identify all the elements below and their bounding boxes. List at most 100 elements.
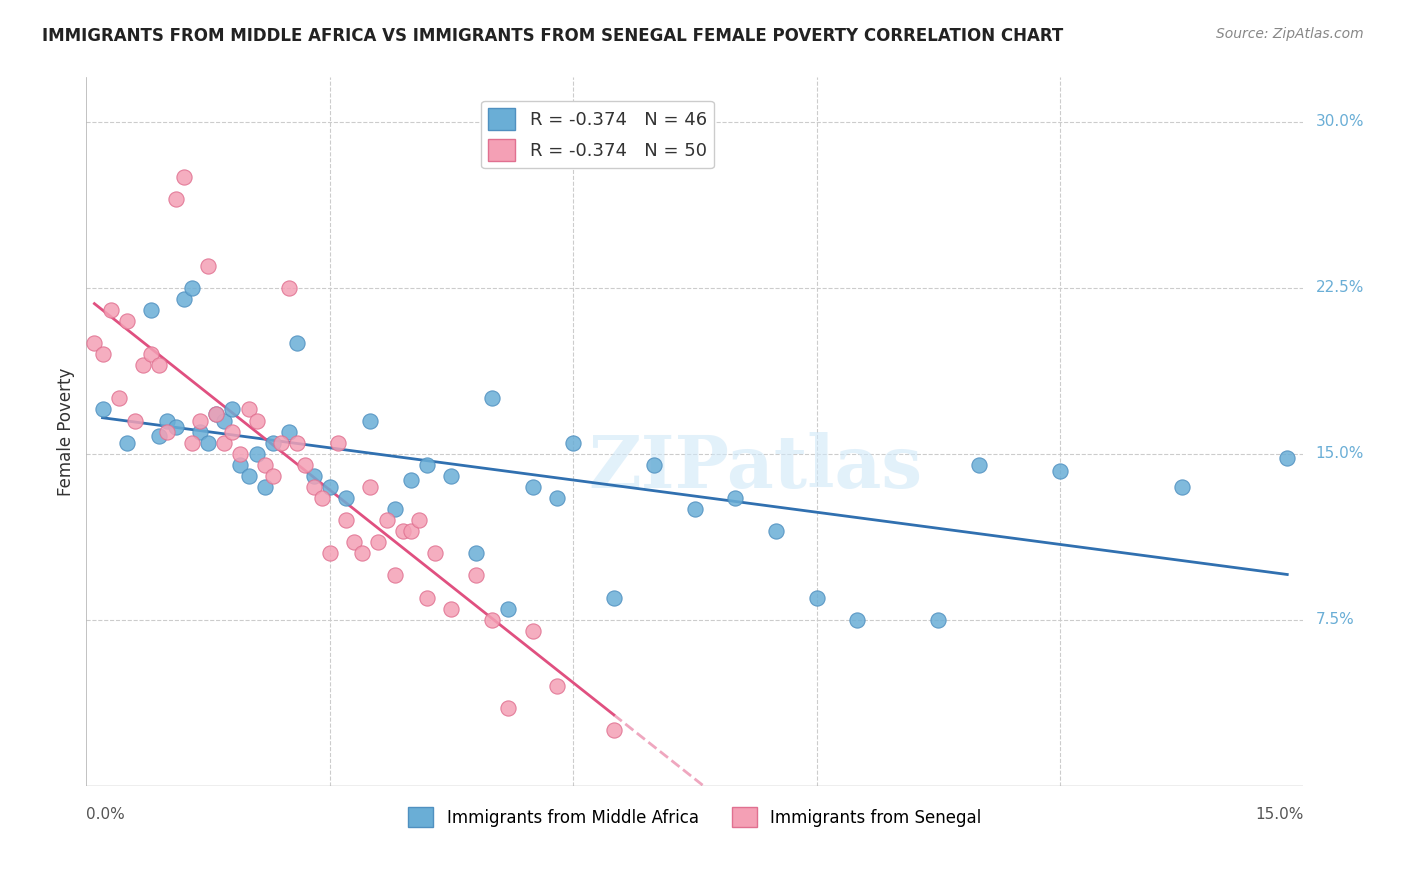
Text: 30.0%: 30.0% [1316, 114, 1364, 129]
Point [311, 491, 333, 505]
Point [173, 169, 195, 184]
Text: Source: ZipAtlas.com: Source: ZipAtlas.com [1216, 27, 1364, 41]
Y-axis label: Female Poverty: Female Poverty [58, 368, 75, 496]
Text: 22.5%: 22.5% [1316, 280, 1364, 295]
Point [197, 435, 219, 450]
Point [481, 392, 503, 406]
Point [496, 701, 519, 715]
Point [522, 480, 544, 494]
Point [188, 425, 211, 439]
Text: ZIPatlas: ZIPatlas [589, 432, 922, 502]
Point [229, 447, 252, 461]
Point [416, 458, 439, 472]
Point [91, 347, 114, 361]
Text: 7.5%: 7.5% [1316, 612, 1354, 627]
Point [367, 535, 389, 549]
Point [253, 458, 276, 472]
Point [115, 435, 138, 450]
Point [1277, 451, 1299, 466]
Point [205, 407, 228, 421]
Text: 15.0%: 15.0% [1256, 807, 1303, 822]
Point [180, 281, 202, 295]
Point [253, 480, 276, 494]
Point [359, 480, 381, 494]
Point [967, 458, 990, 472]
Point [603, 723, 626, 738]
Point [180, 435, 202, 450]
Point [100, 302, 122, 317]
Point [375, 513, 398, 527]
Point [221, 425, 243, 439]
Point [205, 407, 228, 421]
Point [399, 473, 422, 487]
Point [352, 546, 374, 560]
Point [165, 420, 187, 434]
Point [806, 591, 828, 605]
Point [302, 469, 325, 483]
Point [148, 429, 170, 443]
Point [440, 601, 463, 615]
Point [148, 358, 170, 372]
Point [262, 435, 284, 450]
Point [124, 413, 146, 427]
Point [359, 413, 381, 427]
Point [546, 679, 568, 693]
Point [221, 402, 243, 417]
Point [384, 502, 406, 516]
Point [1049, 465, 1071, 479]
Point [212, 413, 235, 427]
Point [440, 469, 463, 483]
Point [156, 425, 179, 439]
Point [278, 281, 301, 295]
Point [188, 413, 211, 427]
Point [343, 535, 366, 549]
Text: IMMIGRANTS FROM MIDDLE AFRICA VS IMMIGRANTS FROM SENEGAL FEMALE POVERTY CORRELAT: IMMIGRANTS FROM MIDDLE AFRICA VS IMMIGRA… [42, 27, 1063, 45]
Point [107, 392, 129, 406]
Point [156, 413, 179, 427]
Point [335, 491, 357, 505]
Point [91, 402, 114, 417]
Legend: Immigrants from Middle Africa, Immigrants from Senegal: Immigrants from Middle Africa, Immigrant… [402, 800, 988, 834]
Point [278, 425, 301, 439]
Point [173, 292, 195, 306]
Point [603, 591, 626, 605]
Point [562, 435, 585, 450]
Point [522, 624, 544, 638]
Point [141, 302, 163, 317]
Point [319, 480, 342, 494]
Point [238, 469, 260, 483]
Point [399, 524, 422, 539]
Point [927, 613, 949, 627]
Point [683, 502, 706, 516]
Point [319, 546, 342, 560]
Point [464, 546, 486, 560]
Point [425, 546, 447, 560]
Point [643, 458, 665, 472]
Point [165, 192, 187, 206]
Point [765, 524, 787, 539]
Point [229, 458, 252, 472]
Point [496, 601, 519, 615]
Point [270, 435, 292, 450]
Point [285, 435, 308, 450]
Point [384, 568, 406, 582]
Point [326, 435, 349, 450]
Point [335, 513, 357, 527]
Text: 15.0%: 15.0% [1316, 446, 1364, 461]
Point [302, 480, 325, 494]
Point [294, 458, 316, 472]
Point [416, 591, 439, 605]
Point [1171, 480, 1194, 494]
Point [408, 513, 430, 527]
Point [246, 447, 269, 461]
Point [285, 336, 308, 351]
Point [115, 314, 138, 328]
Point [246, 413, 269, 427]
Point [464, 568, 486, 582]
Point [212, 435, 235, 450]
Point [481, 613, 503, 627]
Point [262, 469, 284, 483]
Point [132, 358, 155, 372]
Point [197, 259, 219, 273]
Text: 0.0%: 0.0% [86, 807, 125, 822]
